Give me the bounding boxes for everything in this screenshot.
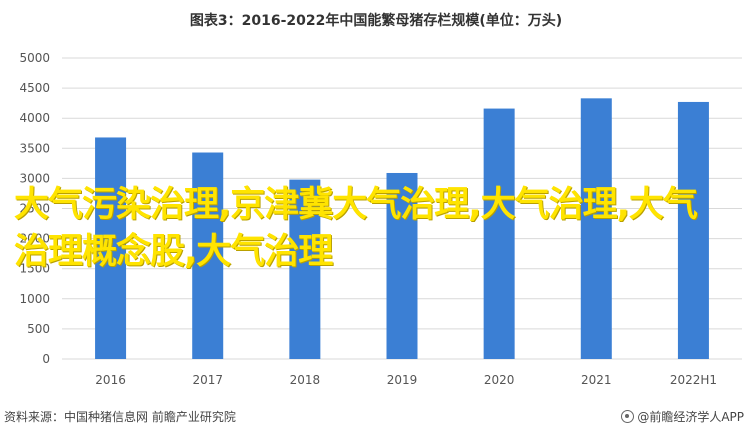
bar-2019	[386, 172, 418, 359]
y-tick-label: 2000	[19, 232, 50, 246]
x-tick-label: 2018	[290, 373, 321, 387]
x-tick-label: 2021	[581, 373, 612, 387]
prospective-logo-icon	[621, 410, 635, 423]
x-axis-ticks: 2016 2017 2018 2019 2020 2021 2022H1	[95, 373, 717, 387]
bar-2017	[192, 152, 224, 359]
y-tick-label: 2500	[19, 202, 50, 216]
x-tick-label: 2019	[387, 373, 418, 387]
bar-2018	[289, 179, 321, 359]
y-tick-label: 5000	[19, 51, 50, 65]
bar-2022H1	[677, 101, 709, 360]
chart-title: 图表3：2016-2022年中国能繁母猪存栏规模(单位：万头)	[189, 13, 563, 29]
credit: @前瞻经济学人APP	[621, 408, 744, 425]
y-tick-label: 0	[42, 352, 50, 366]
y-tick-label: 4500	[19, 81, 50, 95]
x-tick-label: 2022H1	[670, 373, 717, 387]
bar-2020	[483, 108, 515, 360]
y-tick-label: 1000	[19, 292, 50, 306]
x-tick-label: 2020	[484, 373, 515, 387]
overlay-keywords: 大气污染治理,京津冀大气治理,大气治理,大气治理概念股,大气治理	[14, 185, 698, 272]
x-tick-label: 2016	[95, 373, 126, 387]
y-tick-label: 4000	[19, 111, 50, 125]
y-tick-label: 500	[27, 322, 50, 336]
source-note: 资料来源：中国种猪信息网 前瞻产业研究院	[4, 410, 236, 424]
y-tick-label: 3000	[19, 171, 50, 185]
bar-2016	[95, 137, 127, 359]
credit-text: @前瞻经济学人APP	[637, 410, 744, 424]
y-axis-ticks: 0 500 1000 1500 2000 2500 3000 3500 4000 4500 5000	[19, 51, 50, 366]
y-tick-label: 1500	[19, 262, 50, 276]
x-tick-label: 2017	[192, 373, 223, 387]
bar-2021	[580, 98, 612, 360]
bars	[95, 98, 709, 360]
y-tick-label: 3500	[19, 141, 50, 155]
